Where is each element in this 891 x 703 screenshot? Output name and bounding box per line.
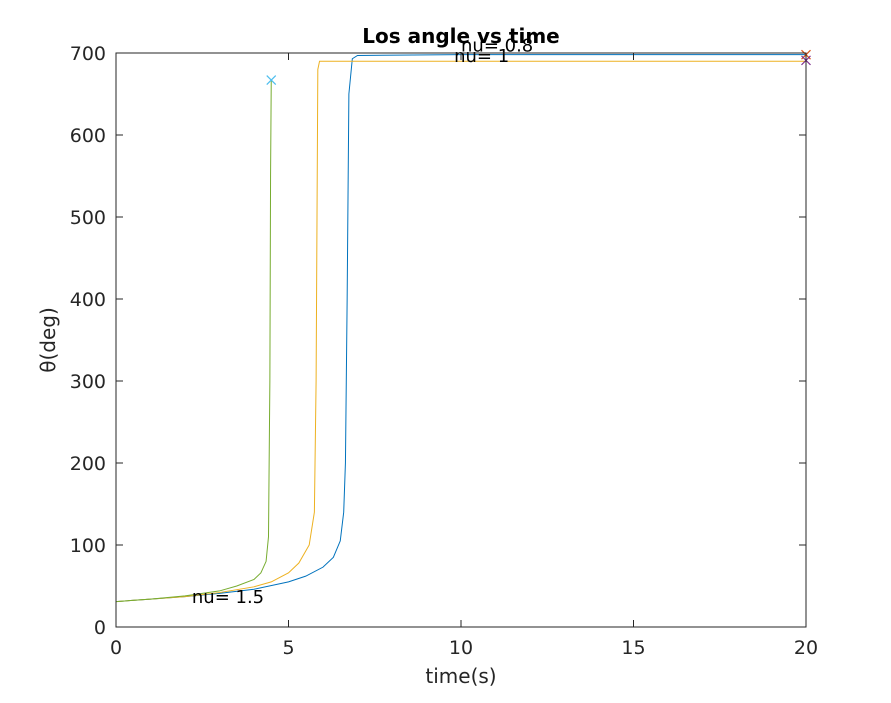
y-axis: 0 100 200 300 400 500 600 700 — [70, 43, 806, 639]
end-marker-2 — [266, 75, 277, 85]
y-tick-label: 300 — [70, 371, 106, 393]
y-tick-label: 700 — [70, 43, 106, 65]
y-tick-label: 0 — [94, 617, 106, 639]
y-tick-label: 400 — [70, 289, 106, 311]
x-tick-label: 20 — [794, 637, 818, 659]
plot-background — [116, 53, 806, 627]
x-tick-label: 10 — [449, 637, 473, 659]
series-annotation: nu= 1 — [454, 46, 509, 67]
annotation-layer: nu= 0.8nu= 1 nu= 1.5 — [192, 35, 533, 608]
series-line-0 — [115, 54, 806, 603]
series-layer — [115, 49, 811, 603]
y-tick-label: 600 — [70, 125, 106, 147]
chart-title: Los angle vs time — [362, 24, 560, 48]
y-tick-label: 200 — [70, 453, 106, 475]
y-axis-label: θ(deg) — [36, 307, 60, 373]
y-tick-label: 500 — [70, 207, 106, 229]
x-tick-label: 15 — [621, 637, 645, 659]
x-axis-label: time(s) — [425, 664, 496, 688]
series-line-1 — [115, 60, 806, 603]
series-annotation: nu= 0.8 — [461, 35, 533, 56]
series-annotation: nu= 1.5 — [192, 587, 264, 608]
series-line-2 — [115, 80, 272, 603]
y-tick-label: 100 — [70, 535, 106, 557]
x-tick-label: 5 — [282, 637, 294, 659]
x-tick-label: 0 — [110, 637, 122, 659]
x-axis: 0 5 10 15 20 — [110, 53, 818, 659]
